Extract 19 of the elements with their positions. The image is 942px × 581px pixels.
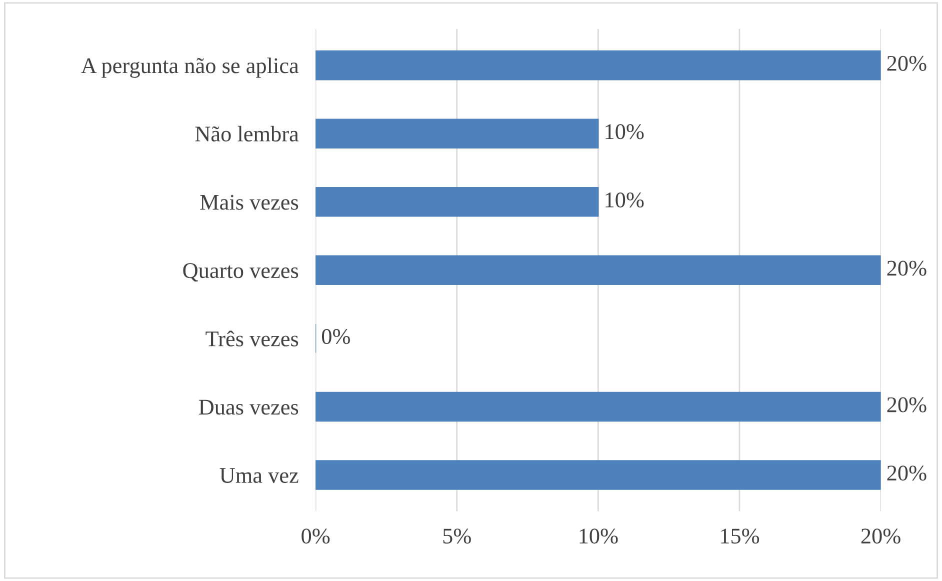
data-label: 10% — [606, 124, 644, 140]
data-label: 20% — [887, 397, 926, 412]
y-tick-label: Três vezes — [206, 330, 298, 346]
data-label: 10% — [606, 192, 644, 208]
y-tick-label: Quarto vezes — [183, 263, 298, 282]
y-tick-label: Não lembra — [195, 126, 299, 142]
x-tick-label: 15% — [721, 528, 760, 544]
x-tick-label: 0% — [302, 528, 330, 544]
x-tick-label: 20% — [861, 528, 900, 544]
data-label: 20% — [887, 260, 926, 276]
x-tick-label: 5% — [443, 528, 471, 544]
data-label: 0% — [322, 329, 350, 344]
data-label: 20% — [887, 466, 926, 481]
y-tick-label: Duas vezes — [198, 400, 298, 415]
y-tick-label: A pergunta não se aplica — [81, 58, 299, 78]
x-tick-label: 10% — [580, 528, 618, 544]
y-tick-label: Uma vez — [220, 468, 298, 483]
y-tick-label: Mais vezes — [200, 194, 298, 210]
data-label: 20% — [887, 56, 926, 71]
